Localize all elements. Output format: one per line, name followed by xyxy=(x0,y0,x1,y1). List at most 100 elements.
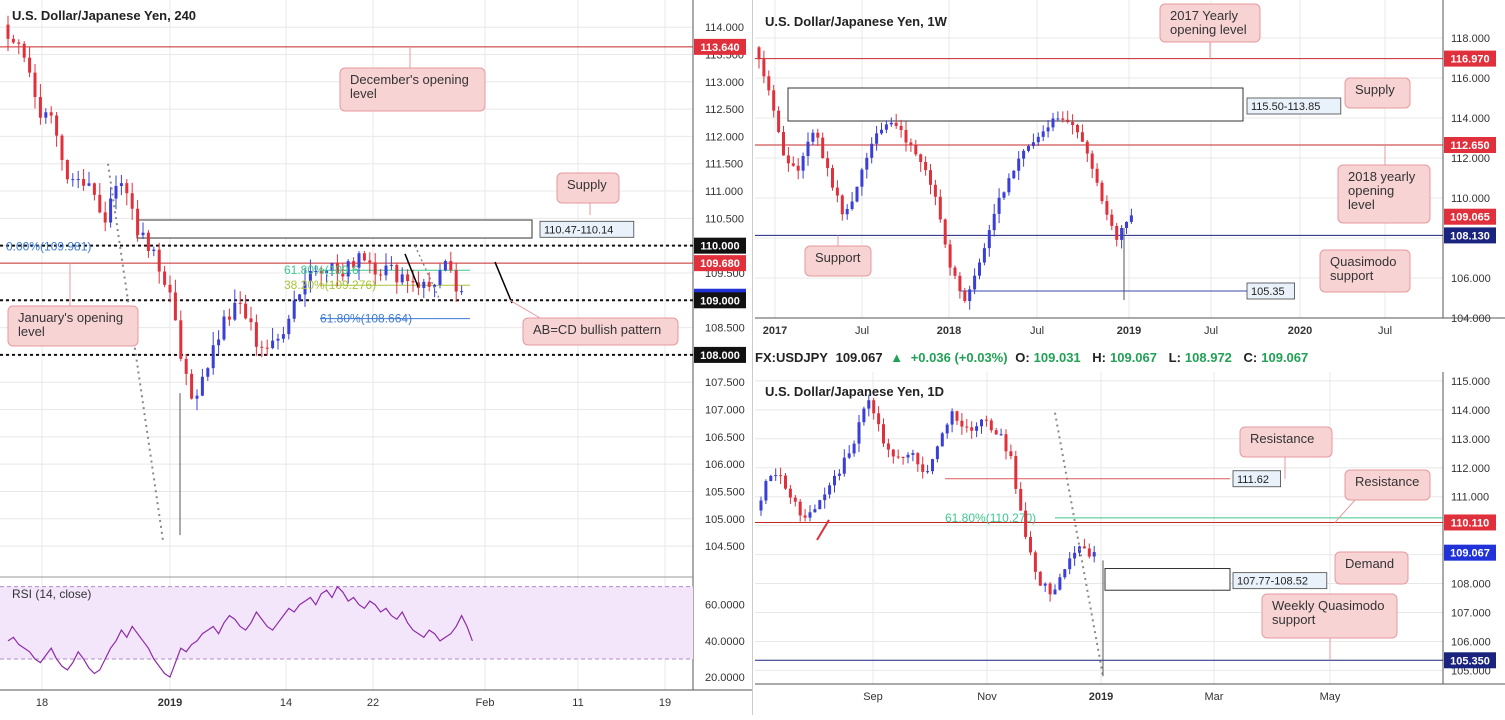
callout-weekly-quasimodo-text: support xyxy=(1272,612,1316,627)
callout-supply-text: Supply xyxy=(1355,82,1395,97)
candle-body xyxy=(840,195,844,215)
candle-body xyxy=(44,112,48,118)
candle-body xyxy=(1041,131,1045,137)
candle-body xyxy=(833,475,836,486)
x-tick-label: 19 xyxy=(659,697,671,709)
callout-december-text: level xyxy=(350,86,377,101)
candle-body xyxy=(816,132,820,138)
candle-body xyxy=(774,475,778,477)
weekly-chart-panel[interactable]: 118.000116.000114.000112.000110.000108.0… xyxy=(755,0,1505,345)
candle-body xyxy=(438,270,442,285)
candle-body xyxy=(803,515,807,518)
candle-body xyxy=(877,413,881,425)
h4-chart-panel[interactable]: 114.000 113.500 113.000 112.500 112.000 111.5… xyxy=(0,0,752,715)
candle-body xyxy=(1014,456,1018,489)
candle-body xyxy=(1105,201,1109,215)
x-tick-label: 14 xyxy=(280,697,292,709)
rsi-tick-label: 60.0000 xyxy=(705,600,745,612)
candle-body xyxy=(298,294,302,301)
candle-body xyxy=(1115,225,1119,240)
candle-body xyxy=(1092,552,1096,557)
candle-body xyxy=(767,76,771,91)
candle-body xyxy=(901,456,905,458)
x-tick-label: Jul xyxy=(1204,325,1218,337)
callout-supply-box xyxy=(556,172,620,204)
price-tag-bg xyxy=(694,292,746,309)
candle-body xyxy=(926,471,930,473)
candle-body xyxy=(1073,552,1077,559)
candle-body xyxy=(163,271,167,285)
price-tag-bg xyxy=(694,237,746,254)
candle-body xyxy=(1002,192,1006,198)
candle-body xyxy=(811,132,815,142)
fib-label: 61.80%(109.6 xyxy=(284,263,359,277)
candle-body xyxy=(855,186,859,202)
candle-body xyxy=(422,281,426,288)
callout-january-text: January's opening xyxy=(18,310,123,325)
x-tick-label: Jul xyxy=(1030,325,1044,337)
daily-chart-panel[interactable]: 115.000114.000113.000112.000111.000110.0… xyxy=(755,372,1505,715)
callout-resistance-1-text: Resistance xyxy=(1250,431,1314,446)
candle-body xyxy=(872,400,876,414)
candle-body xyxy=(784,475,787,489)
candle-body xyxy=(1110,214,1114,226)
price-tag-bg xyxy=(1444,208,1496,225)
candle-body xyxy=(982,248,986,263)
callout-resistance-1-box xyxy=(1239,426,1333,458)
candle-body xyxy=(965,426,969,428)
y-tick-label: 106.000 xyxy=(1451,273,1491,285)
candle-body xyxy=(254,322,258,347)
candle-body xyxy=(808,512,812,518)
candle-body xyxy=(157,249,161,272)
chart-title: U.S. Dollar/Japanese Yen, 1W xyxy=(765,14,948,29)
candle-body xyxy=(788,488,792,498)
callout-2017-text: opening level xyxy=(1170,22,1247,37)
callout-december-box xyxy=(339,67,486,112)
candle-body xyxy=(98,194,102,213)
callout-quasimodo-text: support xyxy=(1330,268,1374,283)
candle-body xyxy=(384,265,388,276)
candle-body xyxy=(826,158,830,169)
callout-2018-text: level xyxy=(1348,197,1375,212)
candle-body xyxy=(953,267,957,276)
price-tag: 109.067 xyxy=(1450,548,1490,560)
plot-bg xyxy=(755,372,1505,715)
candle-body xyxy=(379,274,383,276)
x-tick-label: Feb xyxy=(476,697,495,709)
candle-body xyxy=(114,185,118,199)
candle-body xyxy=(82,179,86,186)
candle-body xyxy=(1009,451,1013,457)
x-tick-label: 22 xyxy=(367,697,379,709)
candle-body xyxy=(22,43,26,58)
callout-abcd-text: AB=CD bullish pattern xyxy=(533,322,661,337)
change-up-icon: ▲ xyxy=(890,350,904,365)
y-tick-label: 115.000 xyxy=(1451,376,1490,388)
candle-body xyxy=(1066,119,1070,122)
candle-body xyxy=(1090,153,1094,169)
candle-body xyxy=(1043,583,1047,586)
x-tick-label: 2020 xyxy=(1288,325,1312,337)
candle-body xyxy=(850,201,854,209)
candle-body xyxy=(862,408,866,423)
x-tick-label: 2019 xyxy=(1089,691,1113,703)
candle-body xyxy=(1068,558,1072,570)
candle-body xyxy=(857,422,861,444)
y-tick-label: 104.000 xyxy=(1451,313,1491,325)
candle-body xyxy=(1129,215,1133,222)
price-tag: 109.000 xyxy=(700,295,740,307)
candle-body xyxy=(835,187,839,196)
last-price: 109.067 xyxy=(835,350,883,365)
candle-body xyxy=(798,501,802,516)
candle-body xyxy=(195,395,199,399)
fib-label: 38.20%(109.276) xyxy=(284,278,376,292)
price-tag-bg xyxy=(1444,514,1496,531)
candle-body xyxy=(287,318,291,335)
y-tick-label: 118.000 xyxy=(1451,33,1490,45)
candle-body xyxy=(921,464,925,472)
abcd-leg xyxy=(1054,412,1104,677)
open-label: O: xyxy=(1015,350,1030,365)
candle-body xyxy=(911,453,915,455)
chart-title: U.S. Dollar/Japanese Yen, 1D xyxy=(765,384,944,399)
callout-pointer xyxy=(509,299,541,319)
candle-body xyxy=(999,434,1003,436)
